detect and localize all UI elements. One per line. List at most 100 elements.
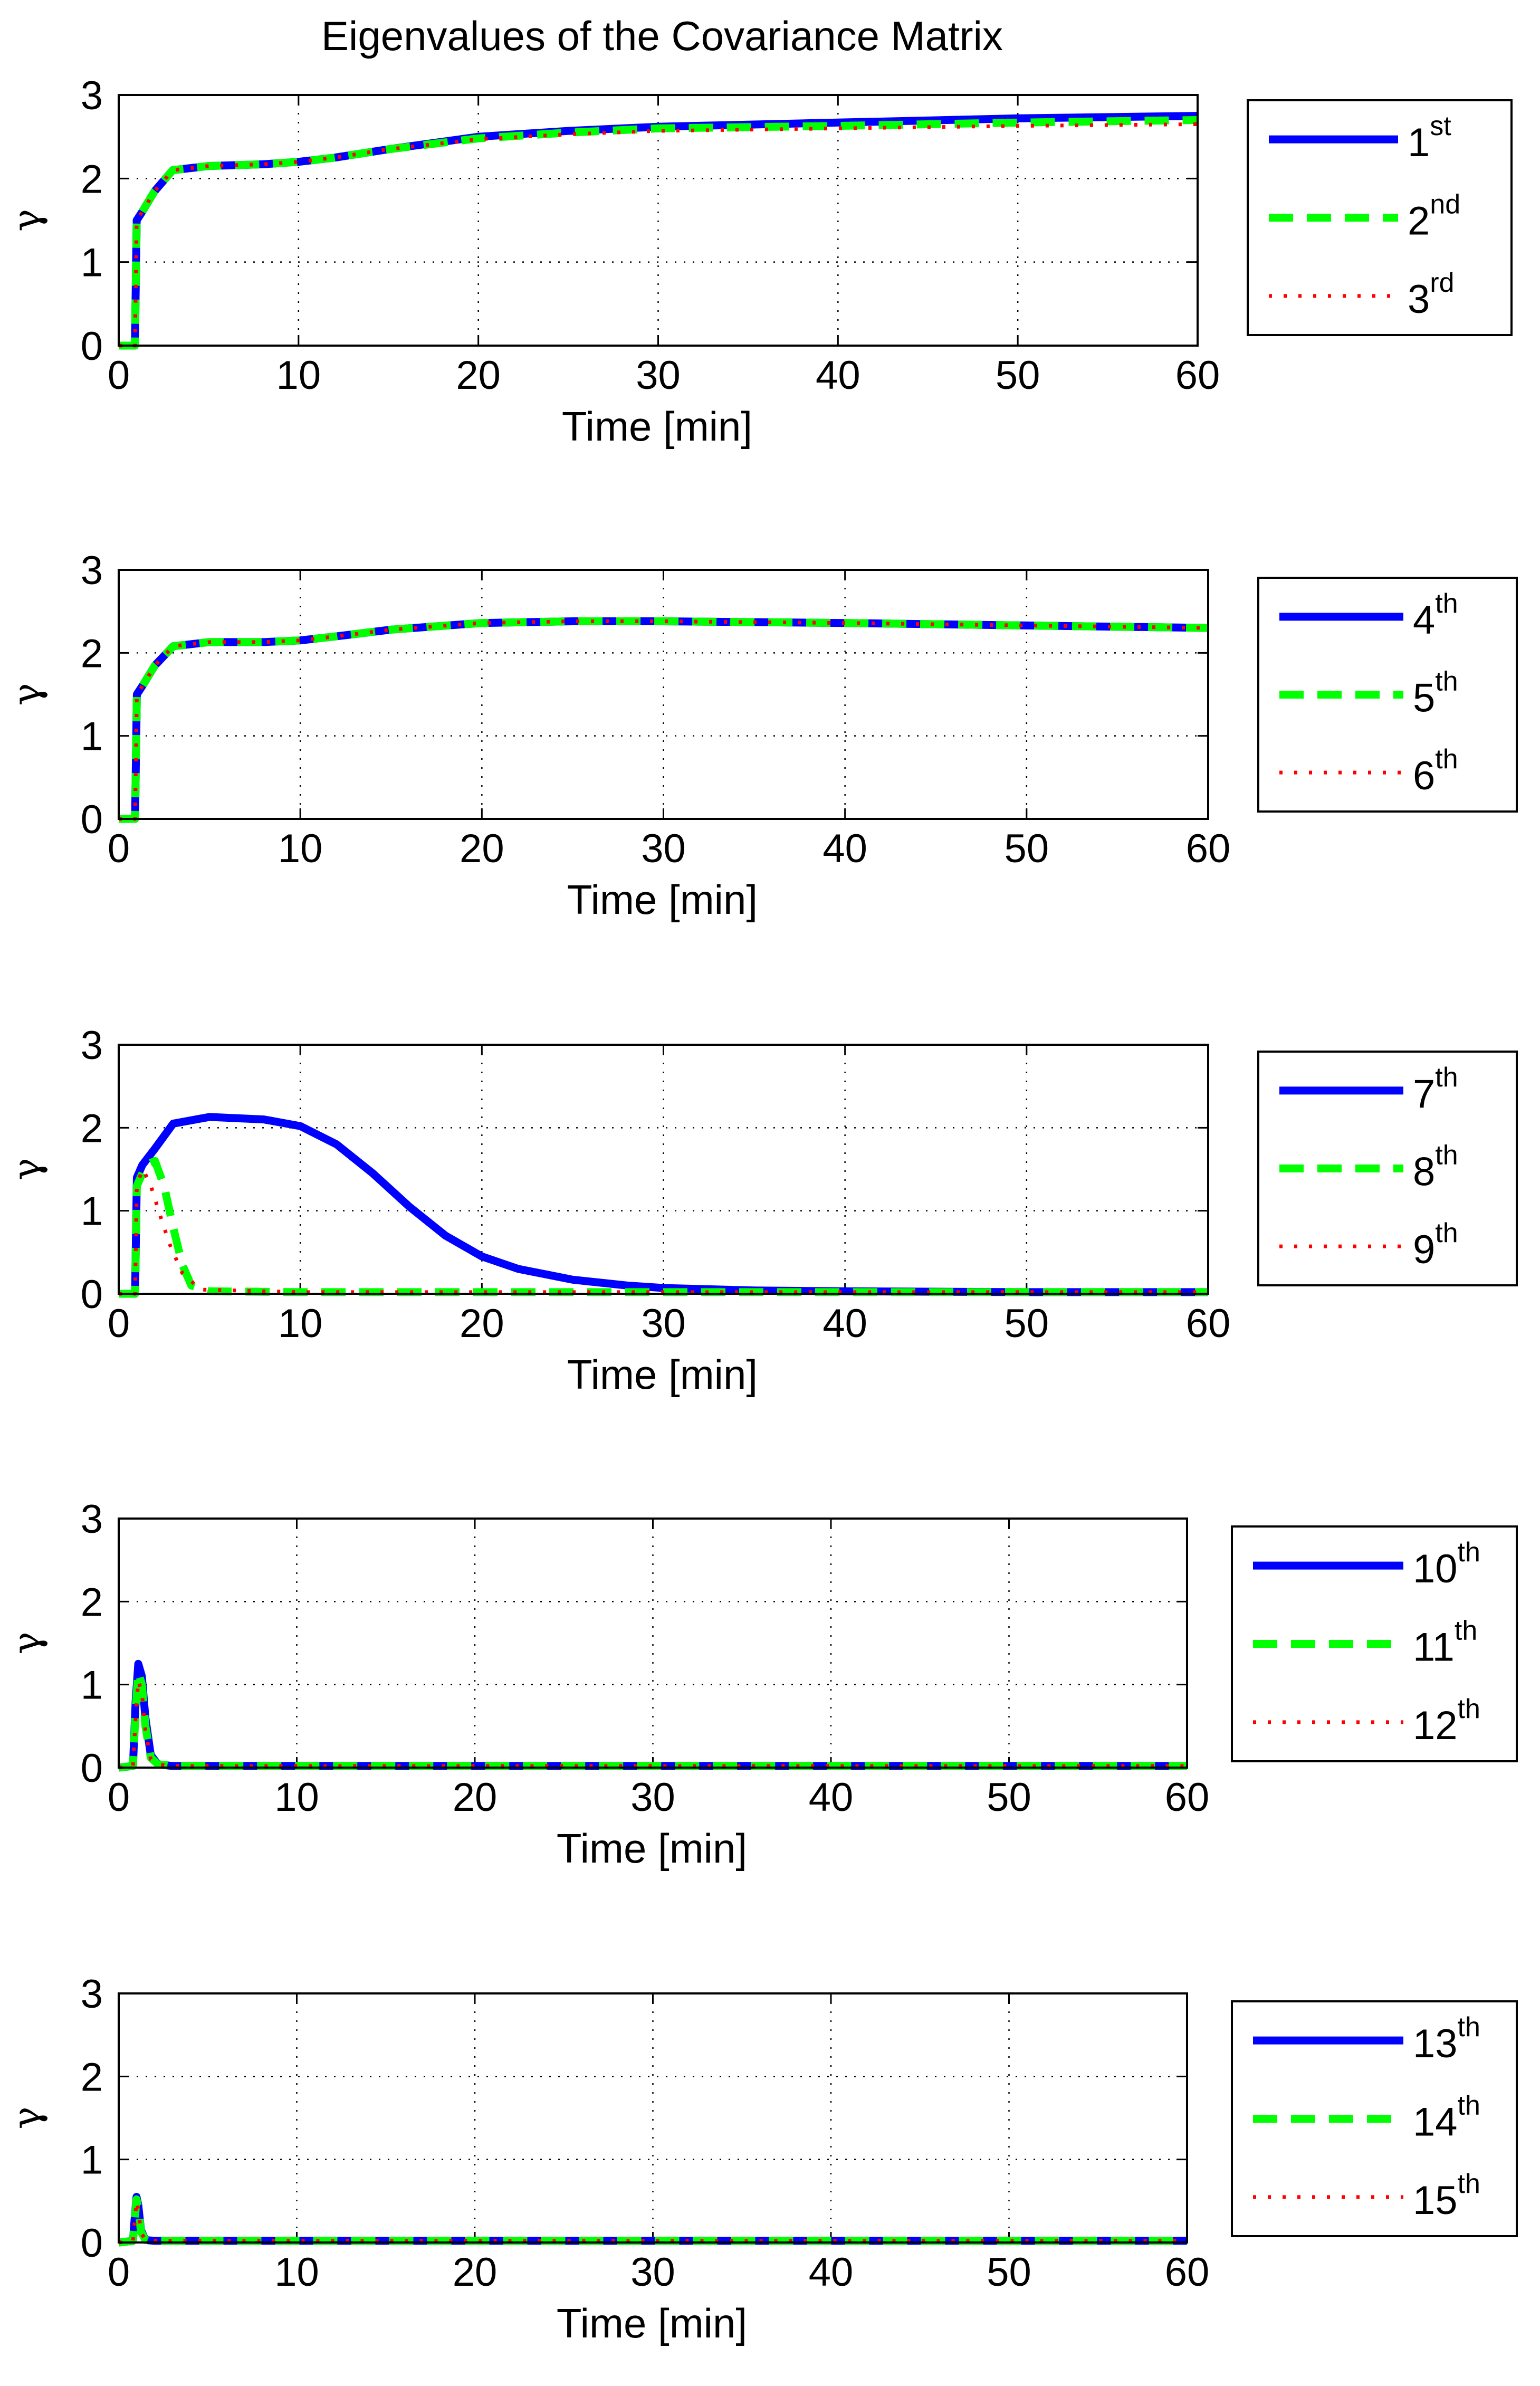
- y-tick-label: 1: [81, 1189, 103, 1234]
- x-axis-label: Time [min]: [557, 2300, 747, 2346]
- y-tick-label: 3: [81, 73, 103, 118]
- x-tick-label: 20: [453, 1775, 498, 1820]
- x-tick-label: 10: [274, 2250, 319, 2295]
- x-tick-label: 30: [630, 2250, 675, 2295]
- legend-label-superscript: th: [1458, 2091, 1480, 2121]
- x-tick-label: 20: [456, 353, 501, 398]
- legend-label-4th: 4th: [1413, 588, 1458, 643]
- legend-label-superscript: th: [1435, 1062, 1458, 1093]
- x-tick-label: 40: [809, 1775, 854, 1820]
- legend-label-9th: 9th: [1413, 1218, 1458, 1272]
- x-tick-label: 0: [108, 826, 130, 871]
- x-tick-label: 60: [1175, 353, 1220, 398]
- legend-label-3rd: 3rd: [1408, 268, 1455, 322]
- legend-label-base: 1: [1408, 120, 1430, 165]
- y-axis-label: γ: [4, 1158, 49, 1180]
- legend-label-8th: 8th: [1413, 1140, 1458, 1195]
- y-tick-label: 3: [81, 548, 103, 593]
- legend-label-15th: 15th: [1413, 2169, 1480, 2223]
- legend-label-base: 12: [1413, 1703, 1458, 1748]
- x-tick-label: 50: [987, 2250, 1031, 2295]
- axes-frame: [118, 1044, 1209, 1295]
- legend-label-superscript: th: [1435, 588, 1458, 619]
- x-tick-label: 30: [636, 353, 681, 398]
- y-tick-label: 2: [81, 1106, 103, 1151]
- legend-label-14th: 14th: [1413, 2091, 1480, 2145]
- axes-frame: [118, 1992, 1188, 2244]
- x-tick-label: 60: [1186, 826, 1231, 871]
- y-tick-label: 0: [81, 1746, 103, 1791]
- plot-area: [119, 95, 1198, 346]
- legend-label-5th: 5th: [1413, 666, 1458, 721]
- x-tick-label: 40: [816, 353, 860, 398]
- legend-label-base: 7: [1413, 1072, 1435, 1116]
- y-tick-label: 0: [81, 324, 103, 369]
- legend-label-superscript: th: [1455, 1616, 1477, 1646]
- legend-label-7th: 7th: [1413, 1062, 1458, 1116]
- x-tick-label: 40: [822, 1301, 867, 1346]
- x-tick-label: 20: [453, 2250, 498, 2295]
- x-tick-label: 20: [460, 826, 504, 871]
- y-axis-label: γ: [4, 2106, 49, 2129]
- y-tick-label: 2: [81, 157, 103, 202]
- legend-label-base: 4: [1413, 598, 1435, 643]
- legend-label-base: 9: [1413, 1227, 1435, 1272]
- y-tick-label: 1: [81, 2138, 103, 2183]
- legend-label-13th: 13th: [1413, 2012, 1480, 2066]
- legend-label-superscript: nd: [1430, 189, 1460, 220]
- y-tick-label: 0: [81, 797, 103, 842]
- legend-label-base: 8: [1413, 1150, 1435, 1195]
- legend-label-superscript: th: [1435, 744, 1458, 775]
- legend-label-11th: 11th: [1413, 1616, 1477, 1670]
- legend-label-6th: 6th: [1413, 744, 1458, 798]
- legend-label-superscript: st: [1430, 111, 1451, 141]
- x-tick-label: 50: [996, 353, 1040, 398]
- x-tick-label: 30: [641, 1301, 686, 1346]
- legend-label-12th: 12th: [1413, 1694, 1480, 1748]
- x-axis-label: Time [min]: [567, 876, 758, 923]
- x-tick-label: 60: [1186, 1301, 1231, 1346]
- legend-label-base: 14: [1413, 2100, 1458, 2145]
- x-tick-label: 40: [822, 826, 867, 871]
- x-axis-label: Time [min]: [562, 403, 752, 450]
- series-line-9th: [119, 1167, 1208, 1296]
- y-axis-label: γ: [4, 683, 49, 705]
- x-tick-label: 10: [276, 353, 321, 398]
- x-tick-label: 0: [108, 353, 130, 398]
- legend-label-base: 2: [1408, 199, 1430, 244]
- legend-label-base: 11: [1413, 1625, 1455, 1670]
- figure-title: Eigenvalues of the Covariance Matrix: [321, 13, 1003, 59]
- y-tick-label: 2: [81, 1580, 103, 1625]
- y-tick-label: 1: [81, 714, 103, 759]
- axes-frame: [118, 94, 1199, 347]
- series-line-6th: [119, 619, 1209, 821]
- x-tick-label: 30: [630, 1775, 675, 1820]
- x-tick-label: 50: [1005, 826, 1049, 871]
- y-tick-label: 2: [81, 2055, 103, 2099]
- y-tick-label: 3: [81, 1497, 103, 1542]
- legend-label-superscript: th: [1458, 2169, 1480, 2199]
- y-tick-label: 0: [81, 1272, 103, 1317]
- legend: 1st 2nd 3rd: [1247, 99, 1513, 336]
- x-tick-label: 50: [1005, 1301, 1049, 1346]
- y-tick-label: 1: [81, 241, 103, 285]
- y-tick-label: 1: [81, 1663, 103, 1708]
- legend-label-base: 13: [1413, 2021, 1458, 2066]
- legend-label-10th: 10th: [1413, 1537, 1480, 1591]
- legend-label-1st: 1st: [1408, 111, 1451, 165]
- y-tick-label: 3: [81, 1023, 103, 1068]
- x-tick-label: 10: [278, 826, 323, 871]
- legend-label-superscript: rd: [1430, 268, 1454, 298]
- series-line-3rd: [119, 122, 1198, 348]
- axes-frame: [118, 1518, 1188, 1769]
- y-tick-label: 3: [81, 1972, 103, 2017]
- legend-label-superscript: th: [1458, 1694, 1480, 1724]
- legend-label-2nd: 2nd: [1408, 189, 1460, 244]
- legend-label-base: 3: [1408, 277, 1430, 322]
